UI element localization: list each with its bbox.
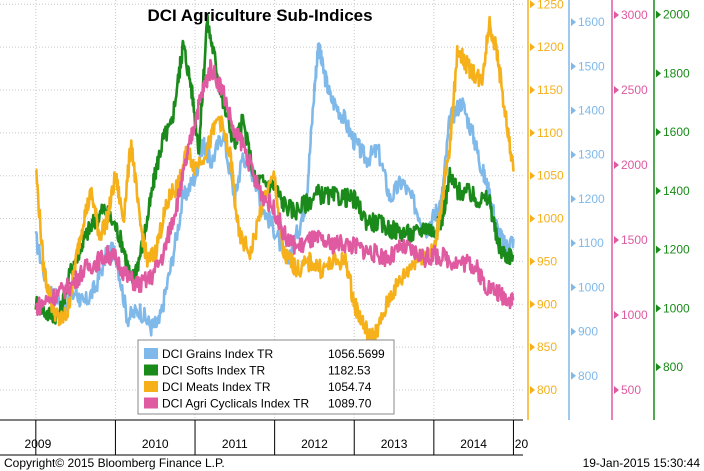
legend-series-name: DCI Grains Index TR (162, 347, 273, 361)
legend-swatch (144, 348, 158, 359)
legend-swatch (144, 397, 158, 409)
x-tick-label: 2010 (142, 437, 169, 451)
copyright-text: Copyright© 2015 Bloomberg Finance L.P. (4, 456, 225, 470)
y-tick-marker (656, 128, 661, 137)
y-tick-label: 1100 (537, 126, 563, 140)
legend: DCI Grains Index TR 1056.5699 DCI Softs In… (137, 339, 395, 415)
y-tick-marker (530, 86, 535, 94)
y-tick-marker (530, 257, 535, 266)
y-tick-marker (656, 186, 661, 195)
x-axis: 2009 2010 2011 2012 2013 2014 20 (0, 419, 529, 456)
y-tick-marker (656, 363, 661, 372)
y-tick-label: 2000 (663, 8, 690, 22)
y-tick-marker (530, 300, 535, 309)
timestamp-text: 19-Jan-2015 15:30:44 (583, 456, 701, 470)
y-tick-marker (571, 18, 576, 27)
y-tick-label: 1000 (537, 212, 564, 226)
y-tick-marker (530, 128, 535, 137)
y-tick-label: 800 (537, 383, 557, 397)
y-tick-label: 950 (537, 254, 557, 268)
y-tick-label: 1150 (537, 83, 563, 97)
y-tick-marker (571, 106, 576, 115)
y-tick-label: 1300 (578, 148, 605, 162)
y-tick-label: 1250 (537, 0, 564, 11)
y-tick-label: 900 (578, 325, 598, 339)
x-tick-label: 2014 (460, 437, 487, 451)
y-tick-marker (571, 283, 576, 292)
y-tick-label: 1200 (537, 40, 564, 54)
chart-title: DCI Agriculture Sub-Indices (147, 6, 372, 25)
y-tick-label: 1050 (537, 169, 564, 183)
y-tick-label: 2500 (621, 83, 648, 97)
y-tick-marker (530, 43, 535, 52)
y-tick-marker (571, 327, 576, 336)
legend-series-value: 1089.70 (328, 397, 372, 411)
y-tick-marker (530, 0, 535, 9)
y-tick-marker (530, 214, 535, 223)
y-tick-label: 1600 (578, 15, 605, 29)
y-tick-marker (530, 171, 535, 180)
y-tick-label: 1200 (578, 192, 605, 206)
y-tick-label: 900 (537, 297, 557, 311)
legend-series-value: 1182.53 (328, 364, 371, 378)
y-tick-label: 800 (578, 369, 598, 383)
x-tick-label: 2013 (381, 437, 408, 451)
y-tick-label: 2000 (621, 158, 648, 172)
legend-series-value: 1056.5699 (328, 347, 385, 361)
series-line-2 (35, 15, 515, 346)
y-tick-label: 1000 (621, 308, 648, 322)
y-tick-label: 1200 (663, 243, 690, 257)
y-tick-label: 3000 (621, 8, 648, 22)
y-tick-marker (614, 386, 619, 394)
y-tick-label: 500 (621, 383, 641, 397)
y-tick-label: 1400 (663, 184, 690, 198)
y-tick-label: 850 (537, 340, 557, 354)
y-tick-label: 1100 (578, 236, 604, 250)
y-tick-marker (530, 343, 535, 352)
y-tick-marker (656, 304, 661, 313)
y-tick-marker (614, 311, 619, 319)
y-tick-marker (614, 161, 619, 169)
y-tick-marker (614, 11, 619, 19)
y-tick-marker (571, 239, 576, 248)
y-tick-label: 1500 (578, 59, 605, 73)
x-tick-label: 2012 (301, 437, 328, 451)
legend-series-value: 1054.74 (328, 380, 372, 394)
y-tick-marker (530, 386, 535, 394)
y-tick-label: 1600 (663, 125, 690, 139)
legend-series-name: DCI Meats Index TR (162, 380, 271, 394)
y-tick-marker (656, 245, 661, 254)
x-tick-label: 2011 (222, 437, 248, 451)
y-tick-label: 1500 (621, 233, 648, 247)
y-tick-marker (614, 86, 619, 94)
y-tick-marker (656, 10, 661, 19)
legend-swatch (144, 364, 158, 376)
y-tick-marker (571, 371, 576, 380)
y-tick-label: 800 (663, 360, 683, 374)
x-tick-label: 20 (515, 437, 529, 451)
y-tick-label: 1000 (663, 301, 690, 315)
y-tick-label: 1400 (578, 104, 605, 118)
series-line-3 (34, 58, 515, 317)
y-axes: 800 850 900 950 1000 1050 1100 1150 1200 1250 800 9… (527, 0, 690, 420)
y-tick-marker (656, 69, 661, 78)
y-tick-marker (571, 62, 576, 71)
x-tick-label: 2009 (25, 437, 52, 451)
legend-box (137, 339, 395, 415)
legend-swatch (144, 381, 158, 392)
y-tick-marker (614, 236, 619, 244)
y-tick-label: 1800 (663, 66, 690, 80)
y-tick-marker (571, 150, 576, 159)
y-tick-label: 1000 (578, 280, 605, 294)
legend-series-name: DCI Softs Index TR (162, 364, 265, 378)
y-tick-marker (571, 194, 576, 203)
legend-series-name: DCI Agri Cyclicals Index TR (162, 397, 309, 411)
series-layer (34, 13, 515, 346)
